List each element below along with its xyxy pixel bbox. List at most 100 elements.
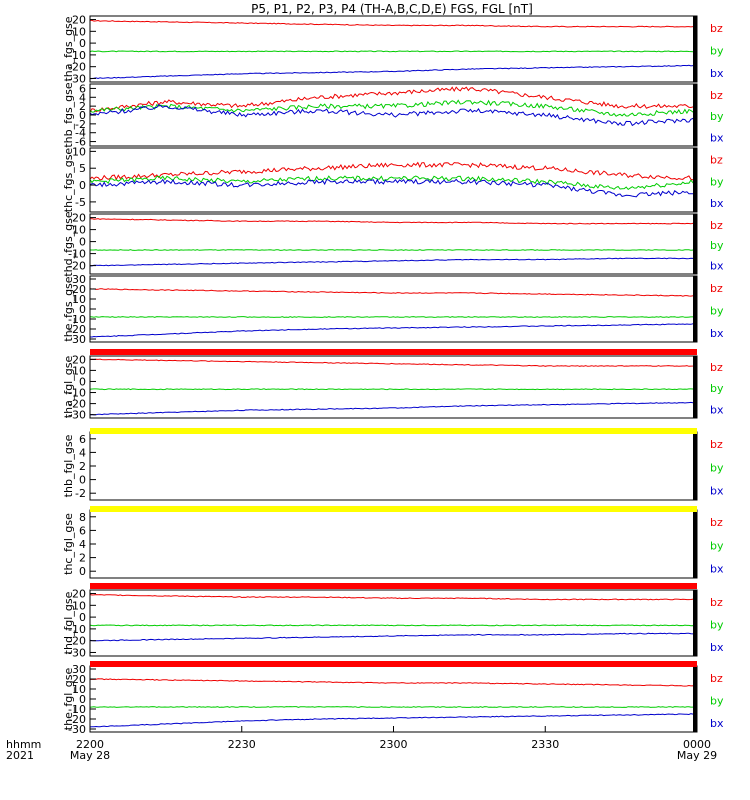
series-line-bz xyxy=(89,288,698,297)
y-tick-label: 0 xyxy=(79,109,86,122)
legend-bz: bz xyxy=(710,22,723,35)
legend-bx: bx xyxy=(710,67,724,80)
panel-frame xyxy=(89,431,698,501)
y-tick-label: 10 xyxy=(72,25,86,38)
x-tick-label: 2330 xyxy=(531,738,559,751)
y-axis-label: tha_fgl_gse xyxy=(62,356,75,419)
y-tick-label: -20 xyxy=(68,398,86,411)
series-line-bx xyxy=(89,178,698,198)
legend-by: by xyxy=(710,175,724,188)
series-line-bx xyxy=(89,632,698,642)
panel-frame xyxy=(89,275,698,343)
y-axis-label: thc_fgs_gse xyxy=(62,148,75,213)
series-line-by xyxy=(89,50,697,53)
separator-bar xyxy=(90,349,697,355)
series-line-by xyxy=(89,175,698,191)
y-tick-label: -20 xyxy=(68,323,86,336)
legend-bz: bz xyxy=(710,154,723,167)
series-line-bx xyxy=(89,104,698,127)
y-tick-label: 2 xyxy=(79,460,86,473)
x-tick-date: May 29 xyxy=(677,749,717,762)
separator-bar xyxy=(90,661,697,667)
legend-bz: bz xyxy=(710,596,723,609)
panel-edge-strip xyxy=(693,84,697,146)
y-axis-label: tha_fgs_gse xyxy=(62,16,75,81)
legend-bx: bx xyxy=(710,641,724,654)
panel-edge-strip xyxy=(693,432,697,500)
panel-edge-strip xyxy=(693,590,697,656)
legend-bz: bz xyxy=(710,89,723,102)
legend-bz: bz xyxy=(710,516,723,529)
panel-edge-strip xyxy=(693,510,697,578)
y-tick-label: 20 xyxy=(72,14,86,27)
series-line-by xyxy=(89,706,698,708)
panel-edge-strip xyxy=(693,214,697,274)
y-tick-label: -30 xyxy=(68,723,86,736)
y-tick-label: 4 xyxy=(79,538,86,551)
series-line-bx xyxy=(89,323,698,338)
y-tick-label: 0 xyxy=(79,474,86,487)
x-tick-label: 0000 xyxy=(683,738,711,751)
y-tick-label: -30 xyxy=(68,72,86,85)
chart-title: P5, P1, P2, P3, P4 (TH-A,B,C,D,E) FGS, F… xyxy=(251,2,533,16)
legend-by: by xyxy=(710,239,724,252)
x-tick-date: May 28 xyxy=(70,749,110,762)
y-tick-label: -10 xyxy=(68,49,86,62)
y-tick-label: 0 xyxy=(79,611,86,624)
series-line-bz xyxy=(89,86,698,113)
panel-frame xyxy=(89,509,698,579)
y-tick-label: 10 xyxy=(72,224,86,237)
series-line-bz xyxy=(90,19,698,28)
y-tick-label: 20 xyxy=(72,212,86,225)
panel-edge-strip xyxy=(693,148,697,212)
y-axis-label: thb_fgs_gse xyxy=(62,82,75,148)
series-line-bz xyxy=(89,678,698,687)
y-tick-label: 10 xyxy=(72,145,86,158)
separator-bar xyxy=(90,428,697,434)
y-tick-label: 0 xyxy=(79,303,86,316)
y-tick-label: 5 xyxy=(79,162,86,175)
legend-by: by xyxy=(710,539,724,552)
legend-bx: bx xyxy=(710,484,724,497)
legend-by: by xyxy=(710,110,724,123)
legend-bx: bx xyxy=(710,562,724,575)
series-line-bx xyxy=(89,401,698,416)
y-tick-label: 0 xyxy=(79,179,86,192)
legend-by: by xyxy=(710,304,724,317)
y-tick-label: -2 xyxy=(75,487,86,500)
y-tick-label: 0 xyxy=(79,565,86,578)
y-tick-label: -30 xyxy=(68,646,86,659)
legend-by: by xyxy=(710,618,724,631)
panel-frame xyxy=(89,355,698,419)
y-tick-label: 4 xyxy=(79,91,86,104)
series-line-by xyxy=(89,316,697,318)
y-tick-label: -20 xyxy=(68,260,86,273)
legend-bz: bz xyxy=(710,219,723,232)
y-axis-label: thc_fgl_gse xyxy=(62,513,75,575)
y-tick-label: -10 xyxy=(68,703,86,716)
y-tick-label: -10 xyxy=(68,248,86,261)
legend-bx: bx xyxy=(710,403,724,416)
series-line-bz xyxy=(89,594,698,601)
y-tick-label: 0 xyxy=(79,37,86,50)
legend-bx: bx xyxy=(710,717,724,730)
series-line-bx xyxy=(90,64,698,80)
legend-bz: bz xyxy=(710,282,723,295)
legend-by: by xyxy=(710,382,724,395)
y-tick-label: 6 xyxy=(79,82,86,95)
y-tick-label: 20 xyxy=(72,353,86,366)
panel-frame xyxy=(89,147,698,213)
y-tick-label: -20 xyxy=(68,61,86,74)
legend-bx: bx xyxy=(710,327,724,340)
x-tick-label: 2300 xyxy=(380,738,408,751)
y-tick-label: -4 xyxy=(75,127,86,140)
y-tick-label: 10 xyxy=(72,364,86,377)
series-line-bz xyxy=(89,358,698,367)
y-axis-label: the_fgs_gse xyxy=(62,276,75,341)
